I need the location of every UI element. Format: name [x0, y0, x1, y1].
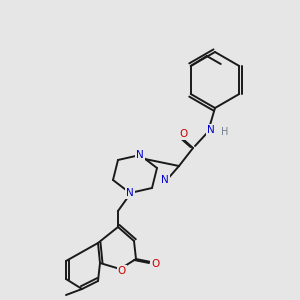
Text: N: N	[136, 150, 144, 160]
Text: N: N	[161, 175, 169, 185]
Text: N: N	[126, 188, 134, 198]
Text: O: O	[151, 259, 159, 269]
Text: N: N	[207, 125, 215, 135]
Text: O: O	[118, 266, 126, 276]
Text: O: O	[179, 129, 187, 139]
Text: H: H	[221, 127, 229, 137]
